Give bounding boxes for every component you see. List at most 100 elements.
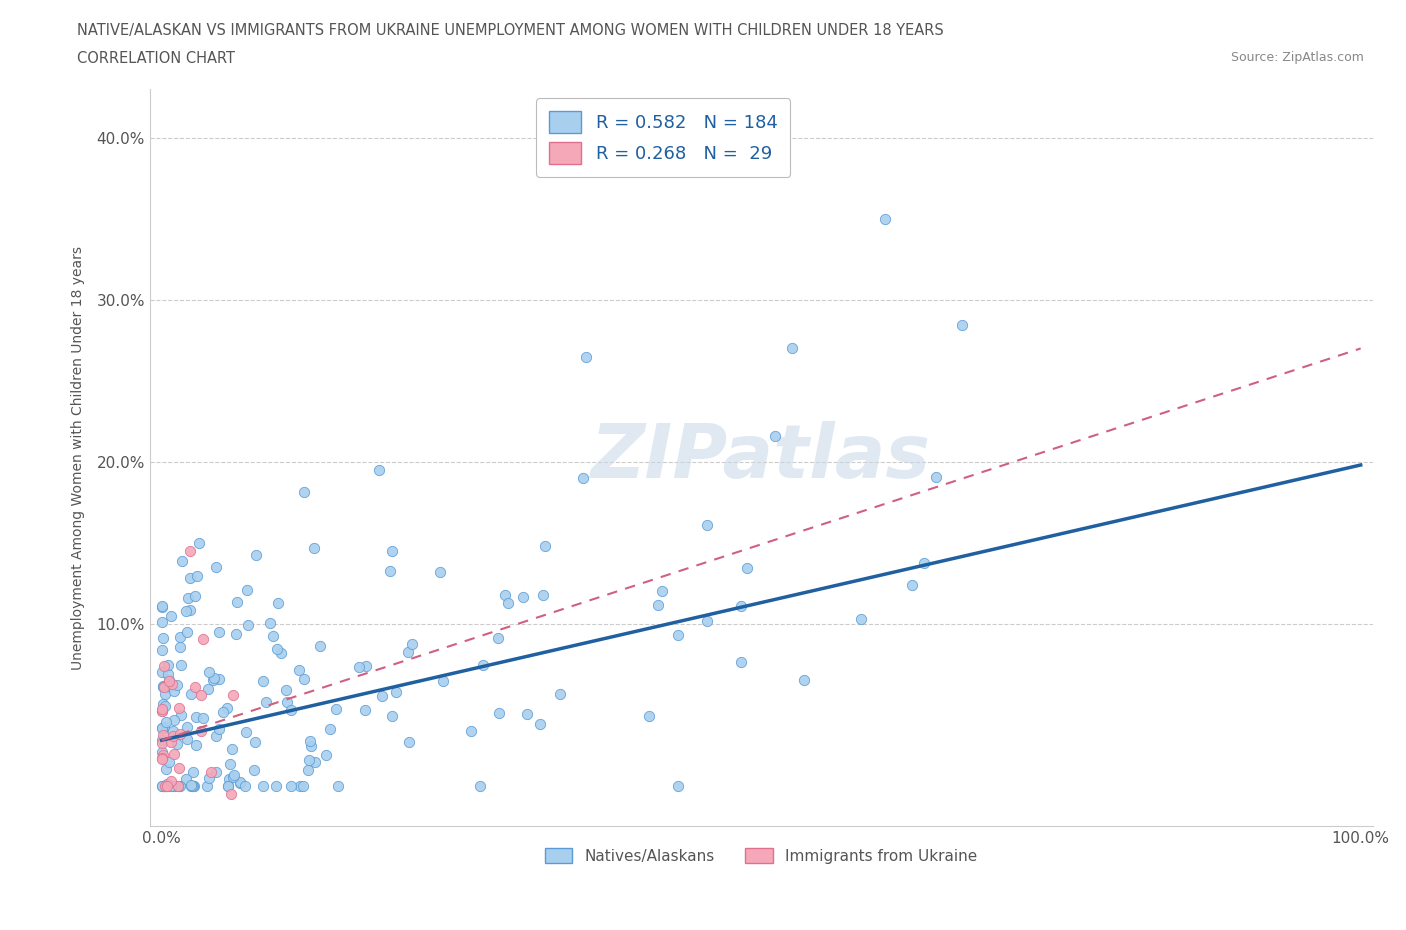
Point <box>176 732 198 747</box>
Point <box>299 734 322 749</box>
Point <box>150 615 173 630</box>
Point <box>204 671 226 685</box>
Text: CORRELATION CHART: CORRELATION CHART <box>77 51 235 66</box>
Point <box>952 318 974 333</box>
Point <box>849 611 872 626</box>
Point <box>266 642 288 657</box>
Point <box>157 673 180 688</box>
Point <box>401 637 423 652</box>
Point <box>381 709 404 724</box>
Point <box>179 603 201 618</box>
Point <box>304 755 326 770</box>
Point <box>184 710 207 724</box>
Point <box>347 659 370 674</box>
Point <box>169 778 191 793</box>
Point <box>156 778 179 793</box>
Point <box>157 666 180 681</box>
Point <box>152 748 174 763</box>
Point <box>193 631 215 646</box>
Point <box>288 662 311 677</box>
Point <box>396 644 419 659</box>
Point <box>235 778 257 793</box>
Point <box>184 737 207 752</box>
Point <box>177 591 200 605</box>
Point <box>153 778 176 793</box>
Point <box>638 709 661 724</box>
Y-axis label: Unemployment Among Women with Children Under 18 years: Unemployment Among Women with Children U… <box>72 246 86 670</box>
Point <box>152 680 174 695</box>
Point <box>159 778 181 793</box>
Point <box>221 687 243 702</box>
Point <box>152 778 174 793</box>
Point <box>245 735 267 750</box>
Point <box>155 715 177 730</box>
Point <box>156 777 179 791</box>
Point <box>167 778 190 793</box>
Point <box>208 624 231 639</box>
Point <box>264 778 287 793</box>
Point <box>267 595 290 610</box>
Point <box>163 747 186 762</box>
Point <box>460 724 482 738</box>
Point <box>180 778 202 793</box>
Point <box>208 671 231 686</box>
Point <box>166 737 188 751</box>
Point <box>181 764 204 779</box>
Point <box>486 631 509 645</box>
Point <box>174 604 197 618</box>
Point <box>179 571 201 586</box>
Point <box>150 778 173 793</box>
Point <box>354 703 377 718</box>
Point <box>205 729 228 744</box>
Point <box>153 699 176 714</box>
Point <box>302 540 325 555</box>
Point <box>152 719 174 734</box>
Point <box>224 767 246 782</box>
Point <box>159 734 181 749</box>
Point <box>197 664 219 679</box>
Point <box>472 658 495 672</box>
Point <box>735 561 758 576</box>
Point <box>190 724 212 738</box>
Point <box>155 762 177 777</box>
Point <box>174 772 197 787</box>
Point <box>150 721 173 736</box>
Point <box>299 738 322 753</box>
Point <box>217 701 239 716</box>
Point <box>550 687 572 702</box>
Point <box>176 720 198 735</box>
Point <box>152 680 174 695</box>
Text: Source: ZipAtlas.com: Source: ZipAtlas.com <box>1230 51 1364 64</box>
Point <box>183 680 205 695</box>
Point <box>162 724 184 738</box>
Point <box>228 774 250 789</box>
Point <box>156 680 179 695</box>
Point <box>668 778 690 793</box>
Point <box>197 778 219 793</box>
Point <box>181 778 204 793</box>
Point <box>152 778 174 793</box>
Point <box>150 702 173 717</box>
Point <box>292 671 315 686</box>
Point <box>229 776 252 790</box>
Point <box>925 470 948 485</box>
Point <box>328 778 350 793</box>
Legend: Natives/Alaskans, Immigrants from Ukraine: Natives/Alaskans, Immigrants from Ukrain… <box>538 842 984 870</box>
Point <box>225 595 247 610</box>
Point <box>429 565 451 579</box>
Point <box>516 707 538 722</box>
Point <box>212 704 235 719</box>
Point <box>297 763 319 777</box>
Point <box>730 598 752 613</box>
Point <box>912 555 935 570</box>
Point <box>235 725 257 740</box>
Point <box>176 624 198 639</box>
Point <box>197 681 219 696</box>
Point <box>150 703 173 718</box>
Point <box>243 763 266 777</box>
Point <box>873 211 896 226</box>
Point <box>398 734 420 749</box>
Point <box>221 742 243 757</box>
Point <box>315 748 337 763</box>
Point <box>155 778 177 793</box>
